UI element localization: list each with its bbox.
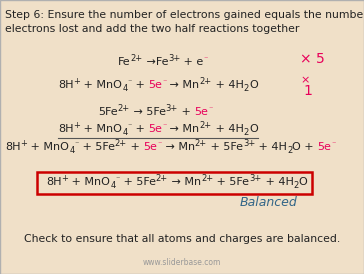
- Text: ⁻: ⁻: [162, 121, 166, 130]
- Text: →Fe: →Fe: [143, 57, 168, 67]
- Text: www.sliderbase.com: www.sliderbase.com: [143, 258, 221, 267]
- Text: ⁻: ⁻: [331, 139, 336, 148]
- Text: O: O: [249, 80, 258, 90]
- Text: Check to ensure that all atoms and charges are balanced.: Check to ensure that all atoms and charg…: [24, 234, 340, 244]
- Text: ⁻: ⁻: [162, 77, 166, 86]
- Text: → Mn: → Mn: [166, 80, 199, 90]
- Text: 2+: 2+: [156, 174, 168, 183]
- Text: 3+: 3+: [168, 54, 181, 63]
- Text: 5e: 5e: [148, 124, 162, 134]
- Text: 8H: 8H: [58, 80, 74, 90]
- Text: 4: 4: [122, 84, 127, 93]
- Text: → Mn: → Mn: [166, 124, 199, 134]
- Text: 2+: 2+: [118, 104, 130, 113]
- Text: 4: 4: [110, 181, 115, 190]
- Text: 8H: 8H: [58, 124, 74, 134]
- Text: 3+: 3+: [166, 104, 178, 113]
- Text: 3+: 3+: [249, 174, 261, 183]
- Text: → Mn: → Mn: [168, 177, 201, 187]
- Text: + 5Fe: + 5Fe: [213, 177, 249, 187]
- Text: 2+: 2+: [201, 174, 213, 183]
- Text: + 5Fe: + 5Fe: [207, 142, 243, 152]
- Text: 2+: 2+: [195, 139, 207, 148]
- Text: + MnO: + MnO: [80, 80, 122, 90]
- Text: → 5Fe: → 5Fe: [130, 107, 166, 117]
- Text: 8H: 8H: [46, 177, 62, 187]
- Text: Step 6: Ensure the number of electrons gained equals the number of: Step 6: Ensure the number of electrons g…: [5, 10, 364, 20]
- Text: Fe: Fe: [118, 57, 131, 67]
- Text: +: +: [74, 121, 80, 130]
- Text: + 4H: + 4H: [212, 80, 244, 90]
- Text: + e: + e: [181, 57, 204, 67]
- Text: 4: 4: [69, 146, 75, 155]
- Text: 2: 2: [244, 84, 249, 93]
- Text: O: O: [298, 177, 307, 187]
- Text: 2: 2: [244, 128, 249, 137]
- Text: +: +: [132, 80, 148, 90]
- Text: +: +: [132, 124, 148, 134]
- Text: + MnO: + MnO: [27, 142, 69, 152]
- Text: 8H: 8H: [5, 142, 20, 152]
- Text: ⁻: ⁻: [75, 139, 79, 148]
- Text: +: +: [178, 107, 194, 117]
- Text: + 5Fe: + 5Fe: [120, 177, 156, 187]
- Text: 2+: 2+: [199, 121, 212, 130]
- Text: 5e: 5e: [148, 80, 162, 90]
- Text: + MnO: + MnO: [80, 124, 122, 134]
- Text: +: +: [62, 174, 68, 183]
- Text: 5Fe: 5Fe: [98, 107, 118, 117]
- Text: ⁻: ⁻: [127, 121, 132, 130]
- Text: 2+: 2+: [131, 54, 143, 63]
- Text: 5e: 5e: [143, 142, 157, 152]
- Text: + 4H: + 4H: [261, 177, 293, 187]
- Text: 2: 2: [293, 181, 298, 190]
- Text: + MnO: + MnO: [68, 177, 110, 187]
- Text: ⁻: ⁻: [208, 104, 213, 113]
- Text: ⁻: ⁻: [157, 139, 162, 148]
- Text: O +: O +: [292, 142, 317, 152]
- Text: + 5Fe: + 5Fe: [79, 142, 115, 152]
- Text: × 5: × 5: [300, 52, 325, 66]
- Text: 2: 2: [287, 146, 292, 155]
- Text: +: +: [20, 139, 27, 148]
- Text: 2+: 2+: [115, 139, 127, 148]
- Text: 1: 1: [303, 84, 312, 98]
- Text: → Mn: → Mn: [162, 142, 195, 152]
- Text: O: O: [249, 124, 258, 134]
- Text: +: +: [74, 77, 80, 86]
- Text: electrons lost and add the two half reactions together: electrons lost and add the two half reac…: [5, 24, 299, 34]
- Text: Balanced: Balanced: [240, 196, 298, 209]
- Text: 5e: 5e: [194, 107, 208, 117]
- Text: ⁻: ⁻: [204, 54, 208, 63]
- Text: 5e: 5e: [317, 142, 331, 152]
- Text: 3+: 3+: [243, 139, 255, 148]
- Text: + 4H: + 4H: [255, 142, 287, 152]
- Text: ⁻: ⁻: [115, 174, 120, 183]
- Text: + 4H: + 4H: [212, 124, 244, 134]
- Text: ×: ×: [300, 75, 309, 85]
- Text: 4: 4: [122, 128, 127, 137]
- Text: +: +: [127, 142, 143, 152]
- Text: ⁻: ⁻: [127, 77, 132, 86]
- Text: 2+: 2+: [199, 77, 212, 86]
